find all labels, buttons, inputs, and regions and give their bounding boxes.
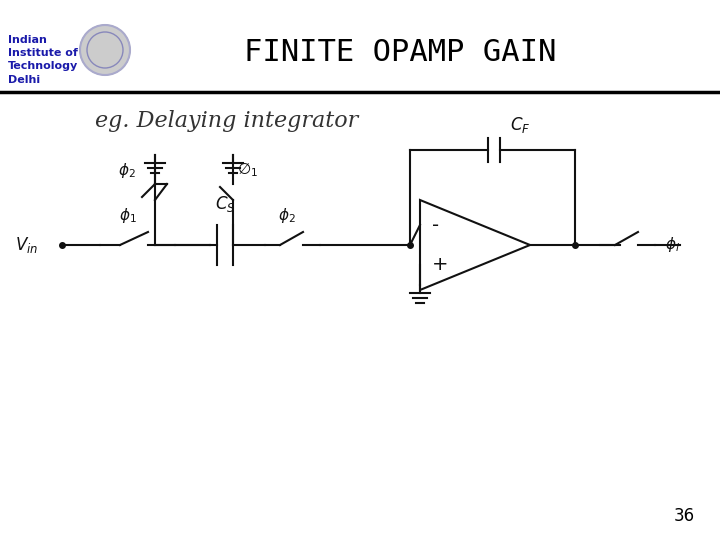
Text: $\phi_1$: $\phi_1$ (119, 206, 137, 225)
Text: FINITE OPAMP GAIN: FINITE OPAMP GAIN (244, 38, 556, 67)
Text: $V_{in}$: $V_{in}$ (15, 235, 38, 255)
Text: Indian
Institute of
Technology
Delhi: Indian Institute of Technology Delhi (8, 35, 78, 85)
Circle shape (80, 25, 130, 75)
Text: $\emptyset_1$: $\emptyset_1$ (238, 161, 258, 179)
Text: $\phi_l$: $\phi_l$ (665, 235, 680, 254)
Text: eg. Delaying integrator: eg. Delaying integrator (95, 110, 359, 132)
Text: -: - (432, 215, 439, 234)
Text: $\phi_2$: $\phi_2$ (278, 206, 296, 225)
Text: +: + (432, 255, 449, 274)
Text: $C_S$: $C_S$ (215, 194, 235, 214)
Text: 36: 36 (674, 507, 695, 525)
Text: $C_F$: $C_F$ (510, 115, 530, 135)
Text: $\phi_2$: $\phi_2$ (118, 160, 136, 179)
